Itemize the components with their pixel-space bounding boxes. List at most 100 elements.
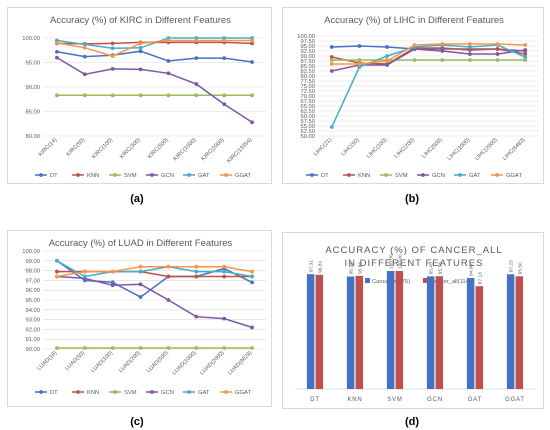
c2-y-tick-label: 97.00: [25, 278, 40, 284]
c1-title: Accuracy (%) of LIHC in Different Featur…: [324, 15, 504, 26]
c2-y-tick-label: 95.00: [25, 298, 40, 304]
cancer-all-bar-chart: ACCURACY (%) OF CANCER_ALL IN DIFFERENT F…: [282, 232, 544, 409]
c1-data-point: [523, 55, 528, 59]
c3-data-label: 100.00: [389, 254, 395, 269]
c1-data-point: [329, 69, 334, 73]
c0-legend-label: SVM: [124, 173, 137, 179]
c1-data-point: [495, 58, 500, 62]
c2-legend-marker: [224, 390, 228, 394]
c0-series-line-gat: [56, 37, 253, 50]
c0-x-tick-label: KIRC(50): [65, 137, 86, 158]
c2-data-point: [110, 280, 115, 285]
caption-a: (a): [130, 193, 144, 205]
c1-data-point: [523, 48, 528, 52]
c0-y-tick-label: 90.00: [25, 85, 40, 91]
c3-bar: [475, 286, 484, 389]
c1-data-point: [357, 44, 362, 48]
c2-data-point: [166, 274, 171, 279]
c2-series-line-dt: [56, 260, 253, 298]
c1-data-point: [440, 46, 445, 50]
c3-x-tick-label: GGAT: [505, 397, 525, 403]
c2-legend-marker: [113, 390, 117, 394]
c2-data-point: [222, 316, 227, 321]
c1-data-point: [385, 63, 389, 67]
c1-legend-label: SVM: [395, 173, 408, 179]
c2-series-line-gcn: [56, 275, 253, 329]
c3-x-tick-label: SVM: [387, 397, 402, 403]
c0-y-tick-label: 85.00: [25, 110, 40, 116]
c2-data-point: [222, 274, 227, 279]
c0-data-point: [194, 56, 199, 60]
c2-legend-label: GAT: [198, 390, 210, 396]
c2-y-tick-label: 94.00: [25, 308, 40, 314]
c0-data-point: [250, 60, 254, 64]
c2-legend-marker: [76, 390, 80, 394]
c0-x-tick-label: KIRC(100): [91, 137, 114, 160]
c3-data-label: 97.23: [509, 260, 515, 272]
c1-legend-label: GGAT: [506, 173, 522, 179]
c0-data-point: [166, 59, 171, 63]
c0-legend-label: KNN: [87, 173, 99, 179]
c0-x-tick-label: KIRC(300): [119, 137, 142, 160]
c0-legend-marker: [113, 173, 117, 177]
c1-data-point: [495, 52, 500, 56]
c0-data-point: [82, 42, 87, 47]
c0-legend-marker: [224, 173, 228, 177]
c1-y-tick-label: 85.00: [300, 64, 315, 70]
c1-series-line-gat: [331, 44, 526, 128]
caption-c: (c): [130, 416, 144, 428]
c3-data-label: 95.50: [517, 262, 523, 274]
c2-data-point: [55, 269, 59, 274]
c2-data-point: [55, 274, 59, 279]
c2-series-line-ggat: [56, 265, 253, 278]
c0-data-point: [250, 120, 254, 125]
c2-data-point: [82, 269, 87, 274]
c2-data-point: [250, 346, 254, 350]
c1-data-point: [385, 45, 389, 49]
c2-data-point: [166, 346, 171, 350]
c2-data-point: [138, 269, 143, 274]
c2-data-point: [194, 346, 199, 350]
c1-legend-label: KNN: [358, 173, 370, 179]
c2-data-point: [55, 258, 59, 263]
c2-y-tick-label: 100.00: [22, 249, 40, 255]
c1-y-tick-label: 72.50: [300, 89, 315, 95]
c2-legend-label: DT: [50, 390, 58, 396]
c0-data-point: [82, 45, 87, 50]
c1-data-point: [495, 47, 500, 51]
c0-data-point: [138, 45, 143, 50]
c1-y-tick-label: 80.00: [300, 74, 315, 80]
c0-data-point: [55, 49, 59, 54]
c2-data-point: [194, 314, 199, 319]
c2-title: Accuracy (%) of LUAD in Different Featur…: [49, 238, 233, 249]
c3-legend-label: Cancer_all(114): [430, 279, 471, 285]
c0-data-point: [110, 66, 115, 71]
c1-y-tick-label: 60.00: [300, 114, 315, 120]
c2-data-point: [138, 264, 143, 269]
c2-data-point: [222, 264, 227, 269]
c3-bar: [515, 276, 524, 389]
c1-legend-marker: [421, 173, 425, 177]
c3-title-line2: IN DIFFERENT FEATURES: [345, 258, 484, 269]
c1-x-tick-label: LIHC(21): [313, 137, 333, 157]
c1-legend-marker: [384, 173, 388, 177]
c1-data-point: [412, 58, 417, 62]
c2-x-tick-label: LUAD(100): [90, 350, 114, 374]
c1-data-point: [495, 42, 500, 46]
c2-data-point: [194, 274, 199, 279]
kirc-accuracy-chart: Accuracy (%) of KIRC in Different Featur…: [7, 7, 272, 184]
c0-y-tick-label: 80.00: [25, 134, 40, 140]
c1-data-point: [385, 54, 389, 58]
c3-bar: [395, 271, 404, 389]
c1-x-tick-label: LIHC(1000): [447, 137, 472, 162]
c1-y-tick-label: 90.00: [300, 54, 315, 60]
c0-series-line-gcn: [56, 56, 253, 123]
c2-x-tick-label: LUAD(200): [118, 350, 142, 374]
c2-data-point: [55, 346, 59, 350]
c2-data-point: [250, 269, 254, 274]
c0-data-point: [222, 93, 227, 98]
c3-bar: [466, 278, 475, 389]
c2-y-tick-label: 99.00: [25, 259, 40, 265]
c0-data-point: [222, 38, 227, 43]
c2-legend-label: SVM: [124, 390, 137, 396]
